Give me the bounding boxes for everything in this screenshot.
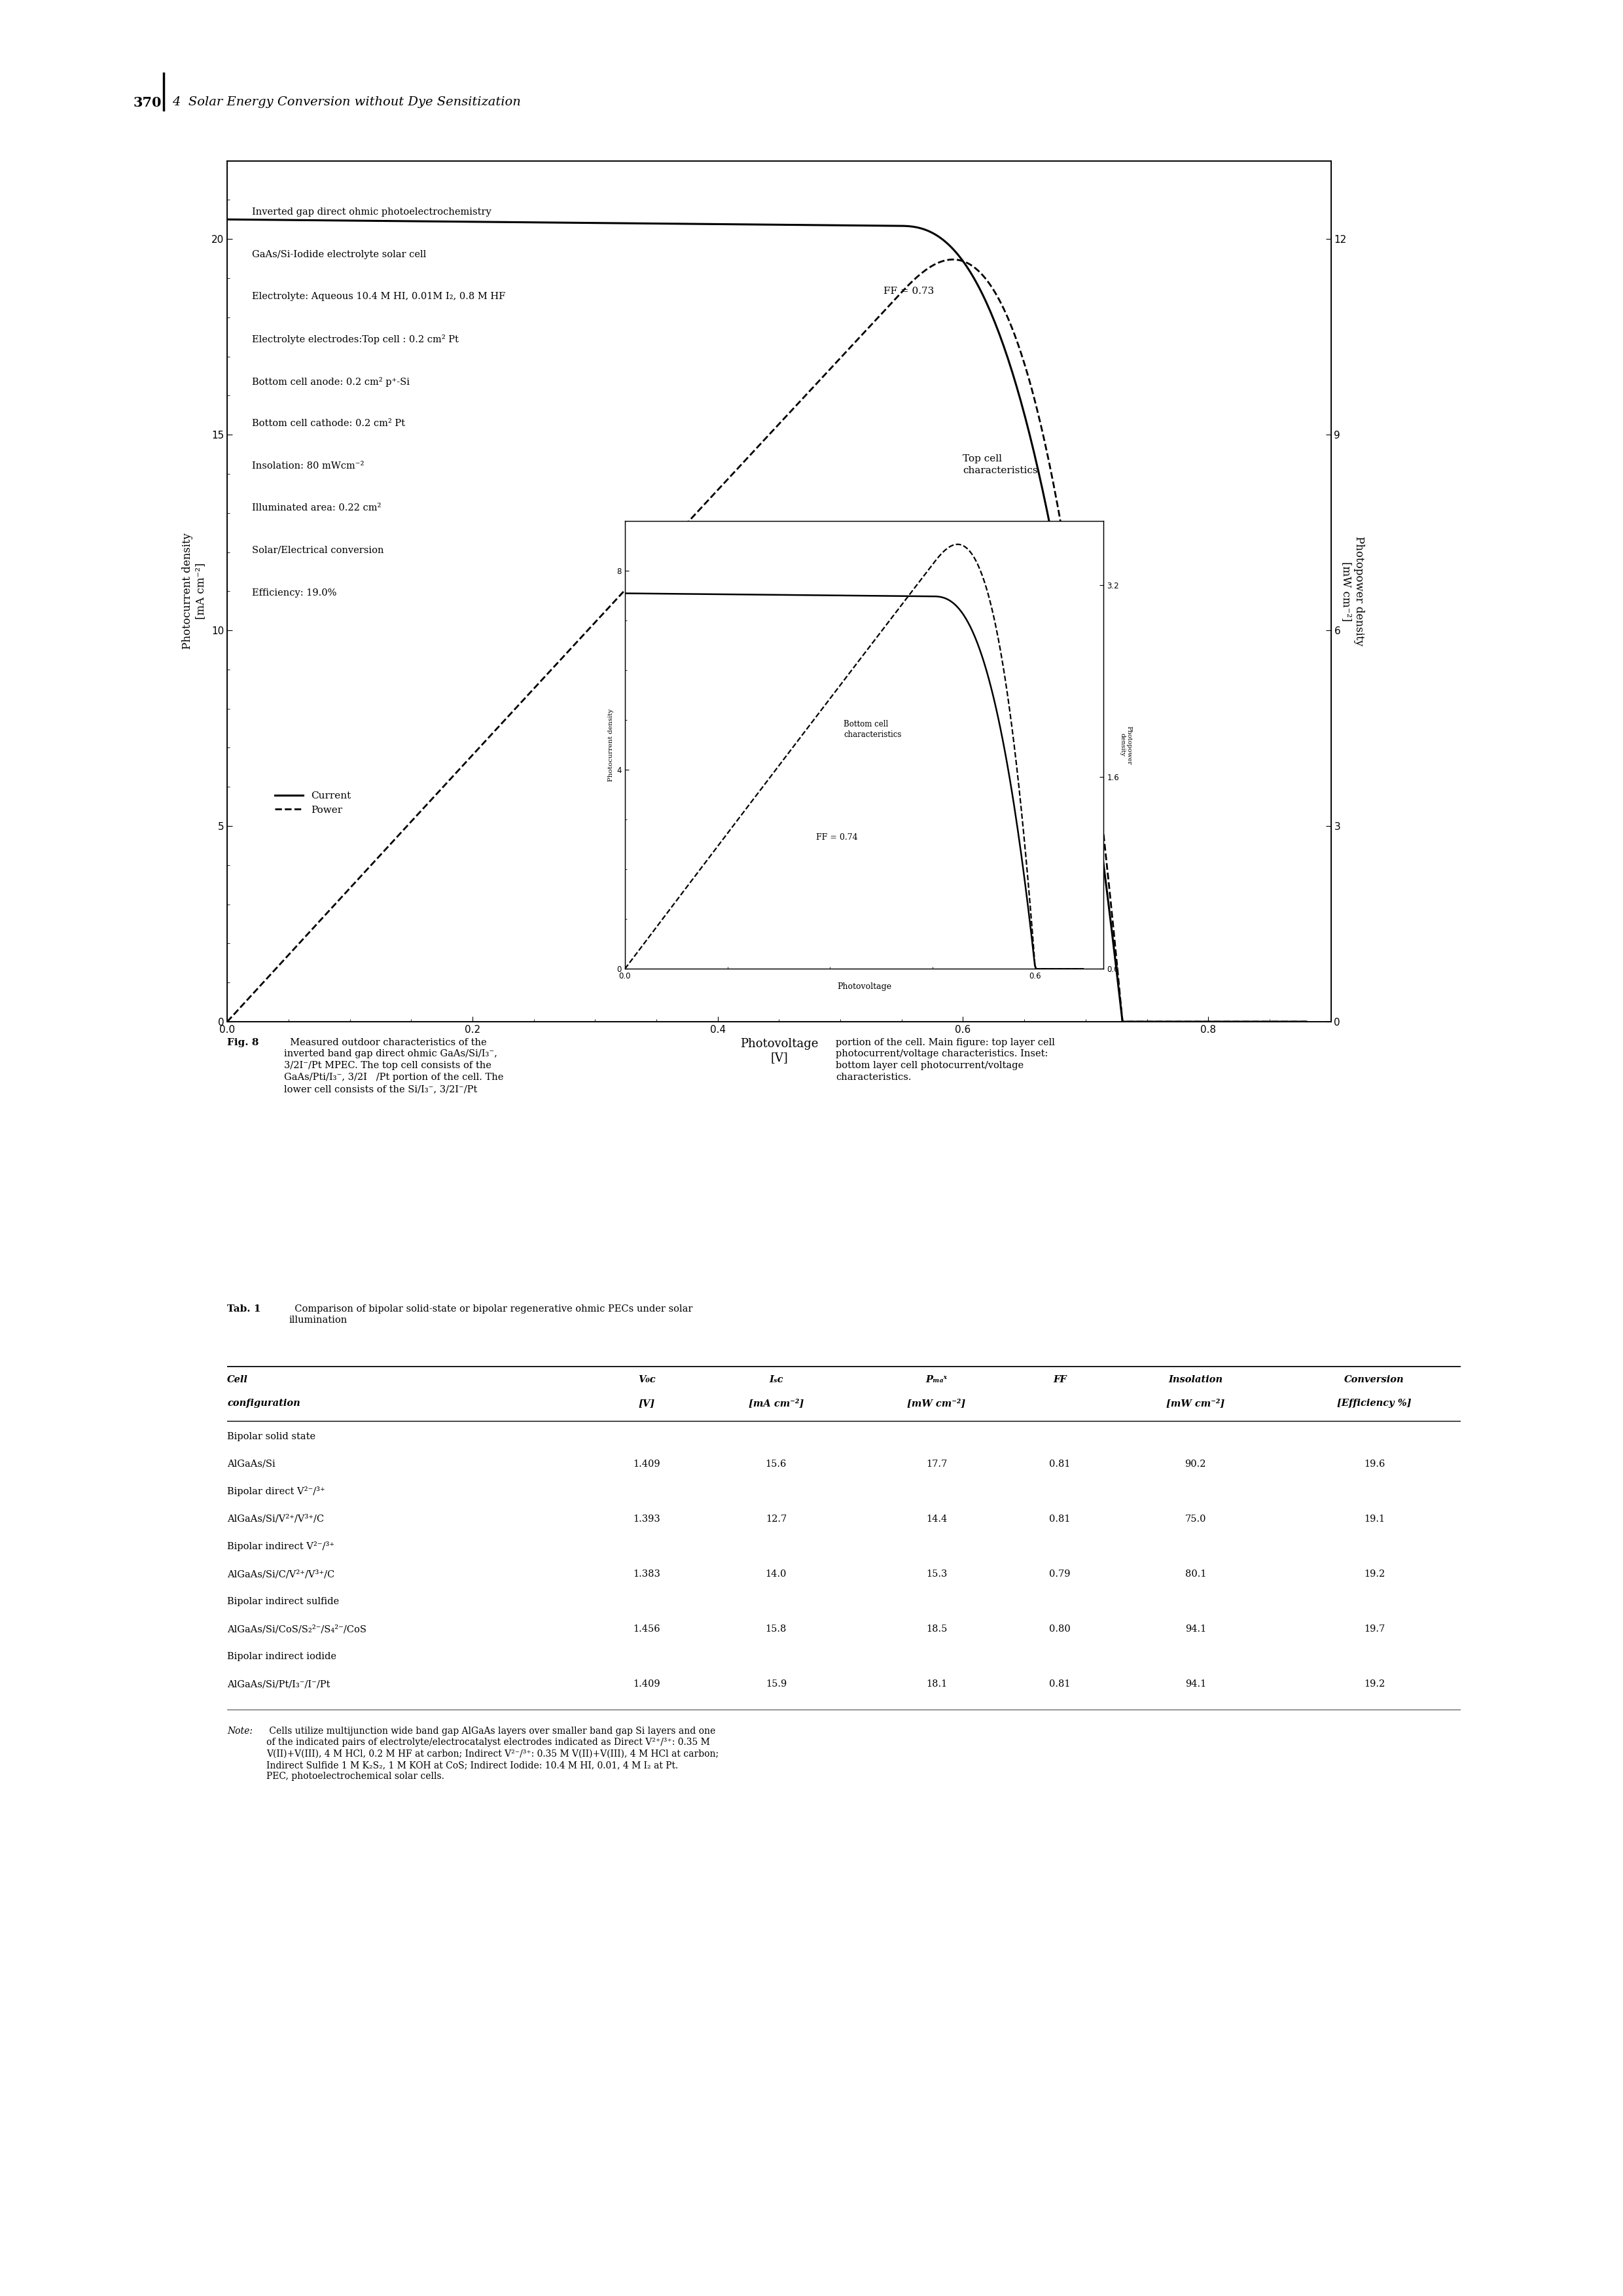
Text: Bipolar indirect sulfide: Bipolar indirect sulfide bbox=[227, 1598, 339, 1607]
Text: 18.1: 18.1 bbox=[925, 1681, 948, 1690]
Text: 17.7: 17.7 bbox=[925, 1460, 948, 1469]
Text: 1.456: 1.456 bbox=[633, 1626, 661, 1635]
Text: Bipolar direct V²⁻/³⁺: Bipolar direct V²⁻/³⁺ bbox=[227, 1486, 325, 1497]
Text: GaAs/Si-Iodide electrolyte solar cell: GaAs/Si-Iodide electrolyte solar cell bbox=[252, 250, 425, 259]
Text: Pₘₐˣ: Pₘₐˣ bbox=[925, 1375, 948, 1384]
Text: 12.7: 12.7 bbox=[766, 1515, 787, 1525]
Text: AlGaAs/Si/CoS/S₂²⁻/S₄²⁻/CoS: AlGaAs/Si/CoS/S₂²⁻/S₄²⁻/CoS bbox=[227, 1626, 367, 1635]
Text: 90.2: 90.2 bbox=[1185, 1460, 1206, 1469]
Text: [mW cm⁻²]: [mW cm⁻²] bbox=[1167, 1398, 1225, 1407]
Text: Electrolyte electrodes:Top cell : 0.2 cm² Pt: Electrolyte electrodes:Top cell : 0.2 cm… bbox=[252, 335, 458, 344]
Text: 4  Solar Energy Conversion without Dye Sensitization: 4 Solar Energy Conversion without Dye Se… bbox=[172, 96, 521, 108]
Text: Iₛᴄ: Iₛᴄ bbox=[769, 1375, 784, 1384]
Text: 15.3: 15.3 bbox=[925, 1570, 948, 1580]
Text: Conversion: Conversion bbox=[1344, 1375, 1404, 1384]
Text: Comparison of bipolar solid-state or bipolar regenerative ohmic PECs under solar: Comparison of bipolar solid-state or bip… bbox=[289, 1304, 693, 1325]
Text: Bipolar indirect V²⁻/³⁺: Bipolar indirect V²⁻/³⁺ bbox=[227, 1541, 334, 1552]
Text: Fig. 8: Fig. 8 bbox=[227, 1038, 260, 1047]
Text: AlGaAs/Si/V²⁺/V³⁺/C: AlGaAs/Si/V²⁺/V³⁺/C bbox=[227, 1515, 325, 1525]
Text: AlGaAs/Si: AlGaAs/Si bbox=[227, 1460, 276, 1469]
Text: Insolation: Insolation bbox=[1169, 1375, 1222, 1384]
Text: 19.2: 19.2 bbox=[1363, 1681, 1384, 1690]
Text: Top cell
characteristics: Top cell characteristics bbox=[962, 455, 1039, 475]
Text: 14.0: 14.0 bbox=[766, 1570, 787, 1580]
Text: 15.9: 15.9 bbox=[766, 1681, 787, 1690]
Text: 0.81: 0.81 bbox=[1048, 1460, 1071, 1469]
Text: Efficiency: 19.0%: Efficiency: 19.0% bbox=[252, 588, 336, 597]
Text: Solar/Electrical conversion: Solar/Electrical conversion bbox=[252, 546, 383, 556]
Text: 0.80: 0.80 bbox=[1048, 1626, 1071, 1635]
Text: portion of the cell. Main figure: top layer cell
photocurrent/voltage characteri: portion of the cell. Main figure: top la… bbox=[836, 1038, 1055, 1081]
Text: 15.8: 15.8 bbox=[766, 1626, 787, 1635]
Text: AlGaAs/Si/C/V²⁺/V³⁺/C: AlGaAs/Si/C/V²⁺/V³⁺/C bbox=[227, 1570, 334, 1580]
Legend: Current, Power: Current, Power bbox=[271, 788, 355, 820]
Text: FF = 0.74: FF = 0.74 bbox=[816, 833, 859, 843]
Text: Tab. 1: Tab. 1 bbox=[227, 1304, 261, 1313]
Text: Note:: Note: bbox=[227, 1727, 253, 1736]
Text: 0.79: 0.79 bbox=[1048, 1570, 1071, 1580]
Text: Illuminated area: 0.22 cm²: Illuminated area: 0.22 cm² bbox=[252, 503, 381, 512]
Y-axis label: Photopower density
[mW cm⁻²]: Photopower density [mW cm⁻²] bbox=[1341, 537, 1365, 645]
Text: [V]: [V] bbox=[638, 1398, 654, 1407]
Text: Bipolar solid state: Bipolar solid state bbox=[227, 1433, 315, 1442]
Text: Bottom cell
characteristics: Bottom cell characteristics bbox=[844, 721, 901, 739]
Text: Cell: Cell bbox=[227, 1375, 248, 1384]
Text: Bottom cell anode: 0.2 cm² p⁺-Si: Bottom cell anode: 0.2 cm² p⁺-Si bbox=[252, 377, 409, 386]
Text: Bipolar indirect iodide: Bipolar indirect iodide bbox=[227, 1653, 336, 1662]
Text: Measured outdoor characteristics of the
inverted band gap direct ohmic GaAs/Si/I: Measured outdoor characteristics of the … bbox=[284, 1038, 503, 1093]
Text: 19.1: 19.1 bbox=[1363, 1515, 1384, 1525]
Text: FF: FF bbox=[1053, 1375, 1066, 1384]
Text: 94.1: 94.1 bbox=[1185, 1681, 1206, 1690]
Text: 75.0: 75.0 bbox=[1185, 1515, 1206, 1525]
Text: 1.409: 1.409 bbox=[633, 1460, 661, 1469]
Text: FF = 0.73: FF = 0.73 bbox=[883, 287, 933, 296]
Text: Inverted gap direct ohmic photoelectrochemistry: Inverted gap direct ohmic photoelectroch… bbox=[252, 207, 492, 216]
Text: 19.6: 19.6 bbox=[1363, 1460, 1384, 1469]
Text: Electrolyte: Aqueous 10.4 M HI, 0.01M I₂, 0.8 M HF: Electrolyte: Aqueous 10.4 M HI, 0.01M I₂… bbox=[252, 292, 505, 301]
Text: 1.393: 1.393 bbox=[633, 1515, 661, 1525]
X-axis label: Photovoltage
[V]: Photovoltage [V] bbox=[740, 1038, 818, 1063]
Text: Bottom cell cathode: 0.2 cm² Pt: Bottom cell cathode: 0.2 cm² Pt bbox=[252, 418, 404, 427]
Text: 0.81: 0.81 bbox=[1048, 1681, 1071, 1690]
Text: 14.4: 14.4 bbox=[925, 1515, 948, 1525]
Y-axis label: Photocurrent density
[mA cm⁻²]: Photocurrent density [mA cm⁻²] bbox=[182, 533, 206, 650]
Text: 18.5: 18.5 bbox=[925, 1626, 948, 1635]
Text: AlGaAs/Si/Pt/I₃⁻/I⁻/Pt: AlGaAs/Si/Pt/I₃⁻/I⁻/Pt bbox=[227, 1681, 329, 1690]
Y-axis label: Photopower
density: Photopower density bbox=[1120, 726, 1131, 765]
Text: 80.1: 80.1 bbox=[1185, 1570, 1206, 1580]
Text: [mA cm⁻²]: [mA cm⁻²] bbox=[748, 1398, 803, 1407]
Text: [Efficiency %]: [Efficiency %] bbox=[1337, 1398, 1412, 1407]
X-axis label: Photovoltage: Photovoltage bbox=[837, 983, 891, 992]
Text: V₀ᴄ: V₀ᴄ bbox=[638, 1375, 656, 1384]
Text: 1.383: 1.383 bbox=[633, 1570, 661, 1580]
Text: 19.2: 19.2 bbox=[1363, 1570, 1384, 1580]
Text: 19.7: 19.7 bbox=[1363, 1626, 1384, 1635]
Text: Insolation: 80 mWcm⁻²: Insolation: 80 mWcm⁻² bbox=[252, 461, 364, 471]
Text: [mW cm⁻²]: [mW cm⁻²] bbox=[907, 1398, 966, 1407]
Y-axis label: Photocurrent density: Photocurrent density bbox=[609, 709, 613, 781]
Text: 1.409: 1.409 bbox=[633, 1681, 661, 1690]
Text: configuration: configuration bbox=[227, 1398, 300, 1407]
Text: 15.6: 15.6 bbox=[766, 1460, 787, 1469]
Text: 94.1: 94.1 bbox=[1185, 1626, 1206, 1635]
Text: 0.81: 0.81 bbox=[1048, 1515, 1071, 1525]
Text: 370: 370 bbox=[133, 96, 162, 110]
Text: Cells utilize multijunction wide band gap AlGaAs layers over smaller band gap Si: Cells utilize multijunction wide band ga… bbox=[266, 1727, 719, 1782]
